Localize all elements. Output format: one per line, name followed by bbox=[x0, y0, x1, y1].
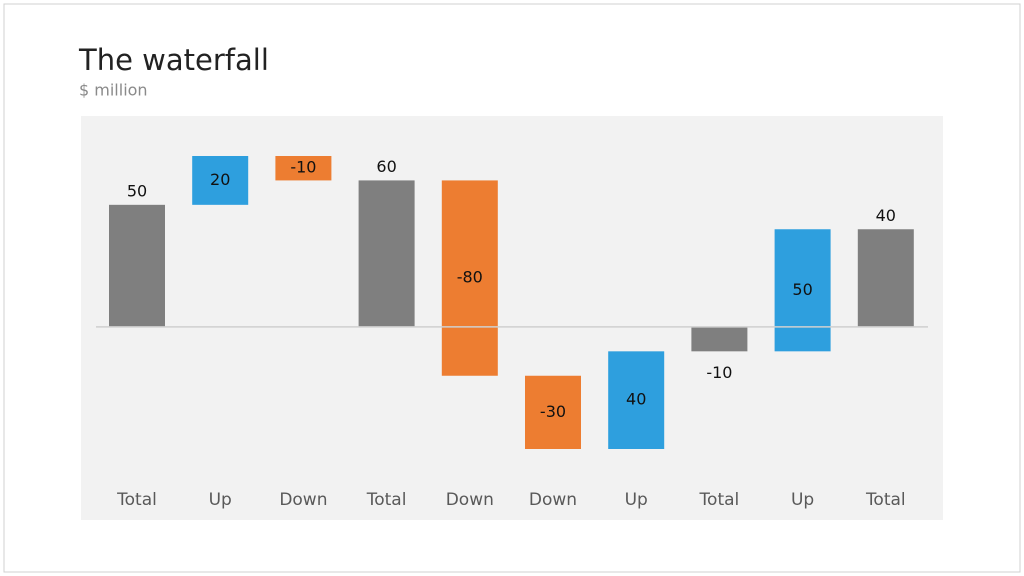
data-label: -80 bbox=[457, 268, 483, 287]
data-label: -10 bbox=[706, 363, 732, 382]
chart-title: The waterfall bbox=[78, 43, 269, 77]
bar bbox=[774, 229, 831, 352]
x-tick-label: Total bbox=[116, 490, 157, 510]
bar bbox=[275, 156, 332, 181]
bar bbox=[441, 180, 498, 376]
data-label: -10 bbox=[290, 158, 316, 177]
bar bbox=[608, 351, 665, 449]
bar bbox=[109, 204, 165, 327]
bar bbox=[691, 326, 748, 352]
data-label: 60 bbox=[376, 157, 396, 176]
bar bbox=[358, 180, 415, 327]
x-tick-label: Up bbox=[625, 490, 648, 510]
x-tick-label: Total bbox=[865, 490, 906, 510]
data-label: 50 bbox=[127, 181, 147, 200]
x-tick-label: Down bbox=[446, 490, 494, 510]
x-tick-label: Total bbox=[699, 490, 740, 510]
x-tick-label: Up bbox=[209, 490, 232, 510]
x-tick-label: Down bbox=[279, 490, 327, 510]
x-tick-label: Up bbox=[791, 490, 814, 510]
data-label: -30 bbox=[540, 402, 566, 421]
bar bbox=[857, 229, 914, 327]
x-tick-label: Total bbox=[366, 490, 407, 510]
data-label: 20 bbox=[210, 170, 230, 189]
data-label: 40 bbox=[876, 206, 896, 225]
chart-subtitle: $ million bbox=[79, 81, 148, 100]
data-label: 40 bbox=[626, 390, 646, 409]
data-label: 50 bbox=[792, 280, 812, 299]
x-tick-label: Down bbox=[529, 490, 577, 510]
bar bbox=[525, 375, 581, 449]
bar bbox=[192, 156, 249, 205]
